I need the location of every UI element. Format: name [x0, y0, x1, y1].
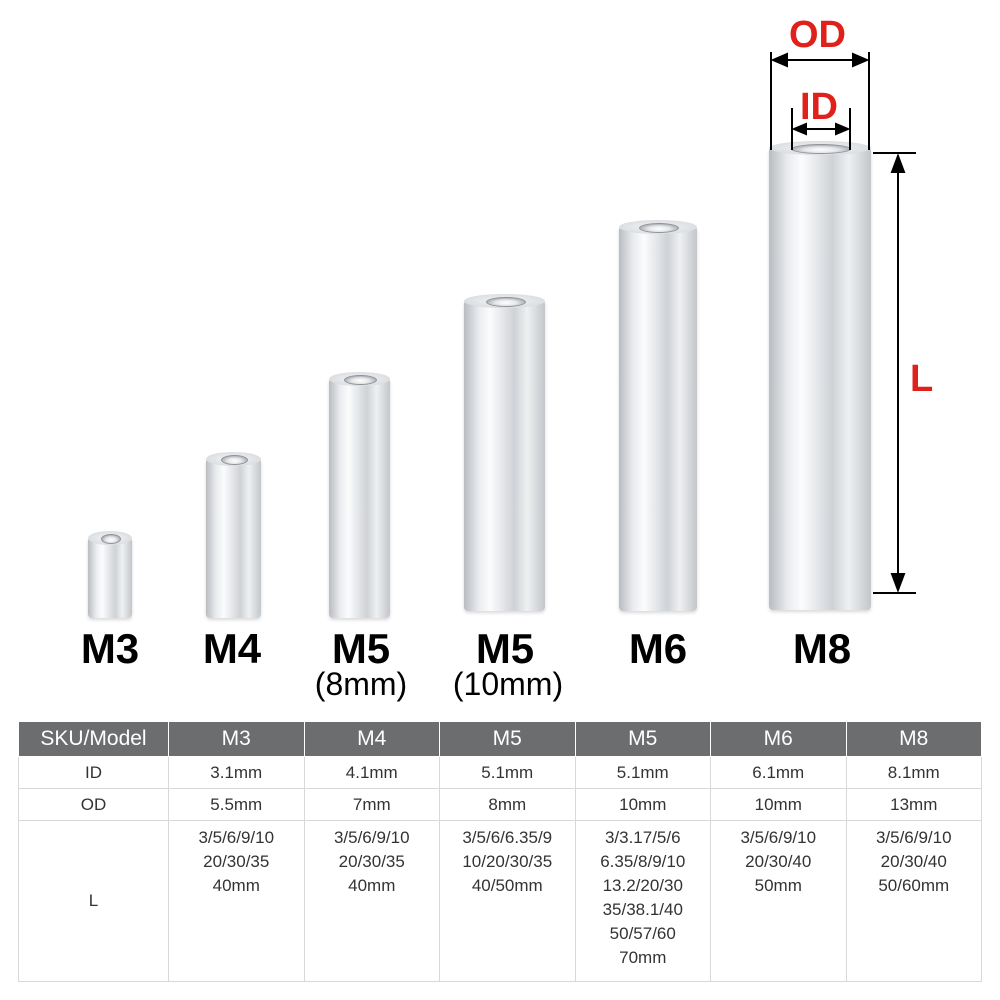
length-line: 40mm: [212, 876, 260, 895]
length-line: 50/60mm: [878, 876, 950, 895]
table-row-od: OD 5.5mm 7mm 8mm 10mm 10mm 13mm: [18, 788, 982, 821]
table-cell: 5.1mm: [439, 756, 576, 789]
table-cell: 3/5/6/9/10 20/30/40 50/60mm: [845, 820, 982, 982]
length-line: 3/3.17/5/6: [604, 828, 681, 847]
length-line: 3/5/6/6.35/9: [462, 828, 553, 847]
model-label-m8: M8: [792, 625, 852, 672]
product-photo: OD ID L M3 M4 M5 (8mm) M5 (10mm) M6 M8: [80, 14, 934, 702]
length-line: 10/20/30/35: [462, 852, 553, 871]
table-cell: 5.1mm: [574, 756, 711, 789]
table-cell: 10mm: [710, 788, 847, 821]
length-line: 6.35/8/9/10: [600, 852, 686, 871]
row-label-id: ID: [18, 756, 169, 789]
table-cell: 6.1mm: [710, 756, 847, 789]
spacer-m5-8mm: [329, 372, 390, 618]
length-line: 3/5/6/9/10: [198, 828, 275, 847]
length-label: L: [910, 358, 934, 400]
row-label-length: L: [18, 820, 169, 982]
table-cell: 3/5/6/9/10 20/30/40 50mm: [710, 820, 847, 982]
model-label-m5-8mm: M5: [331, 625, 391, 672]
length-line: 20/30/40: [880, 852, 947, 871]
spacer-m3: [88, 531, 132, 618]
table-row-length: L 3/5/6/9/10 20/30/35 40mm 3/5/6/9/10 20…: [18, 820, 982, 982]
model-label-m5-10mm: M5: [475, 625, 535, 672]
model-sub-m5-10mm: (10mm): [452, 666, 564, 702]
od-label: OD: [789, 14, 846, 56]
header-sku-model: SKU/Model: [18, 721, 169, 757]
spacer-m6: [619, 220, 697, 611]
table-cell: 3/5/6/9/10 20/30/35 40mm: [303, 820, 440, 982]
table-cell: 4.1mm: [303, 756, 440, 789]
table-cell: 8.1mm: [845, 756, 982, 789]
model-label-m4: M4: [202, 625, 262, 672]
spacer-m8: [769, 141, 871, 610]
id-label: ID: [800, 86, 838, 128]
table-row-id: ID 3.1mm 4.1mm 5.1mm 5.1mm 6.1mm 8.1mm: [18, 756, 982, 789]
length-line: 50mm: [754, 876, 802, 895]
table-cell: 3.1mm: [168, 756, 305, 789]
length-line: 3/5/6/9/10: [740, 828, 817, 847]
table-cell: 8mm: [439, 788, 576, 821]
length-line: 13.2/20/30: [602, 876, 683, 895]
length-line: 40/50mm: [471, 876, 543, 895]
dimension-lines: [770, 52, 916, 594]
table-cell: 3/5/6/6.35/9 10/20/30/35 40/50mm: [439, 820, 576, 982]
header-m6: M6: [710, 721, 847, 757]
table-cell: 3/5/6/9/10 20/30/35 40mm: [168, 820, 305, 982]
length-line: 3/5/6/9/10: [333, 828, 410, 847]
model-sub-m5-8mm: (8mm): [314, 666, 408, 702]
length-line: 50/57/60: [609, 924, 676, 943]
length-line: 40mm: [348, 876, 396, 895]
table-header-row: SKU/Model M3 M4 M5 M5 M6 M8: [18, 721, 982, 757]
table-cell: 5.5mm: [168, 788, 305, 821]
header-m3: M3: [168, 721, 305, 757]
spacer-m4: [206, 452, 261, 618]
header-m5-8mm: M5: [439, 721, 576, 757]
spacer-m5-10mm: [464, 294, 545, 611]
spec-table: SKU/Model M3 M4 M5 M5 M6 M8 ID 3.1mm 4.1…: [18, 721, 982, 982]
header-m4: M4: [303, 721, 440, 757]
length-line: 20/30/35: [203, 852, 270, 871]
header-m8: M8: [845, 721, 982, 757]
length-line: 20/30/35: [338, 852, 405, 871]
model-label-m6: M6: [628, 625, 688, 672]
model-label-m3: M3: [80, 625, 140, 672]
row-label-od: OD: [18, 788, 169, 821]
length-line: 70mm: [619, 948, 667, 967]
length-line: 20/30/40: [745, 852, 812, 871]
table-cell: 7mm: [303, 788, 440, 821]
table-cell: 3/3.17/5/6 6.35/8/9/10 13.2/20/30 35/38.…: [574, 820, 711, 982]
length-line: 35/38.1/40: [602, 900, 683, 919]
table-cell: 10mm: [574, 788, 711, 821]
length-line: 3/5/6/9/10: [875, 828, 952, 847]
table-cell: 13mm: [845, 788, 982, 821]
header-m5-10mm: M5: [574, 721, 711, 757]
